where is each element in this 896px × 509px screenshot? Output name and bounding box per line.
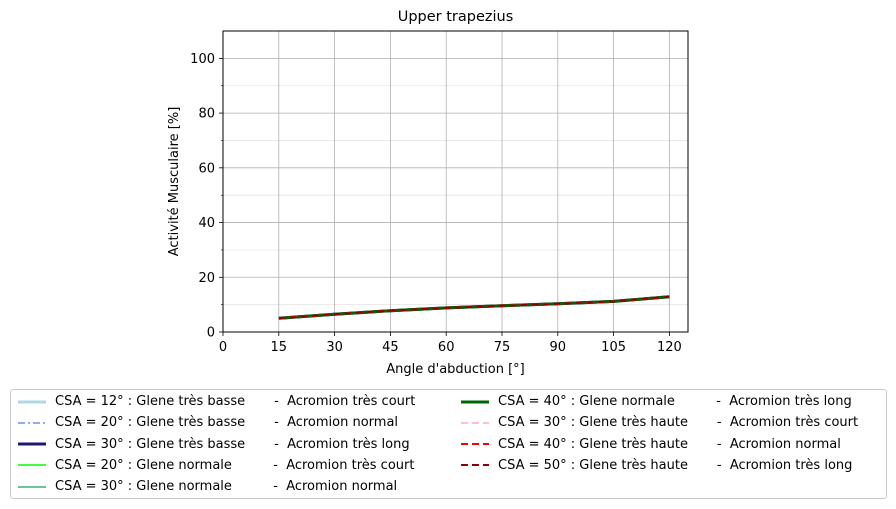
x-tick-label: 105: [601, 340, 626, 355]
legend-swatch: [18, 422, 46, 424]
grid-lines: [222, 31, 688, 333]
x-tick-label: 90: [550, 340, 567, 355]
legend-label: CSA = 20° : Glene normale - Acromion trè…: [55, 457, 415, 473]
legend-label: CSA = 50° : Glene très haute - Acromion …: [498, 457, 853, 473]
legend-entry: CSA = 20° : Glene très basse - Acromion …: [17, 412, 398, 433]
legend-entry: CSA = 40° : Glene normale - Acromion trè…: [460, 391, 852, 412]
legend-swatch: [18, 485, 46, 488]
chart-legend: CSA = 12° : Glene très basse - Acromion …: [10, 389, 887, 499]
legend-entry: CSA = 50° : Glene très haute - Acromion …: [460, 455, 852, 476]
legend-swatch: [461, 443, 489, 446]
x-tick-label: 60: [438, 340, 455, 355]
legend-entry: CSA = 12° : Glene très basse - Acromion …: [17, 391, 415, 412]
plot-frame: [222, 30, 689, 333]
x-tick-label: 15: [271, 340, 288, 355]
series-line: [278, 295, 670, 320]
legend-entry: CSA = 30° : Glene normale - Acromion nor…: [17, 476, 397, 497]
legend-label: CSA = 30° : Glene très haute - Acromion …: [498, 415, 859, 431]
x-tick-label: 0: [219, 340, 227, 355]
legend-label: CSA = 30° : Glene normale - Acromion nor…: [55, 479, 398, 495]
x-tick-label: 45: [382, 340, 399, 355]
y-tick-label: 100: [190, 52, 215, 67]
x-axis-label: Angle d'abduction [°]: [386, 362, 525, 377]
legend-label: CSA = 12° : Glene très basse - Acromion …: [55, 394, 416, 409]
x-tick-label: 75: [494, 340, 511, 355]
y-tick-label: 40: [198, 216, 215, 231]
chart-title: Upper trapezius: [398, 9, 514, 25]
legend-entry: CSA = 30° : Glene très haute - Acromion …: [460, 412, 858, 433]
legend-swatch: [18, 442, 46, 446]
legend-label: CSA = 40° : Glene normale - Acromion trè…: [498, 394, 852, 409]
plot-series-group: [278, 295, 670, 320]
legend-swatch: [18, 464, 46, 467]
x-tick-label: 120: [657, 340, 682, 355]
series-line: [278, 295, 670, 320]
legend-entry: CSA = 30° : Glene très basse - Acromion …: [17, 434, 410, 455]
legend-swatch: [461, 464, 489, 467]
legend-label: CSA = 30° : Glene très basse - Acromion …: [55, 436, 410, 452]
x-tick-label: 30: [326, 340, 343, 355]
legend-entry: CSA = 20° : Glene normale - Acromion trè…: [17, 455, 414, 476]
y-axis-label: Activité Musculaire [%]: [167, 107, 182, 257]
legend-swatch: [461, 400, 489, 403]
legend-label: CSA = 40° : Glene très haute - Acromion …: [498, 436, 841, 452]
legend-entry: CSA = 40° : Glene très haute - Acromion …: [460, 434, 841, 455]
legend-label: CSA = 20° : Glene très basse - Acromion …: [55, 415, 399, 431]
y-tick-label: 20: [198, 271, 215, 286]
y-tick-label: 0: [207, 326, 215, 341]
legend-swatch: [18, 400, 46, 403]
axis-ticks: 0 15 30 45 60 75 90 105 120 0 20 40 60 80 100: [190, 52, 682, 355]
legend-swatch: [461, 421, 489, 424]
y-tick-label: 80: [198, 107, 215, 122]
y-tick-label: 60: [198, 161, 215, 176]
